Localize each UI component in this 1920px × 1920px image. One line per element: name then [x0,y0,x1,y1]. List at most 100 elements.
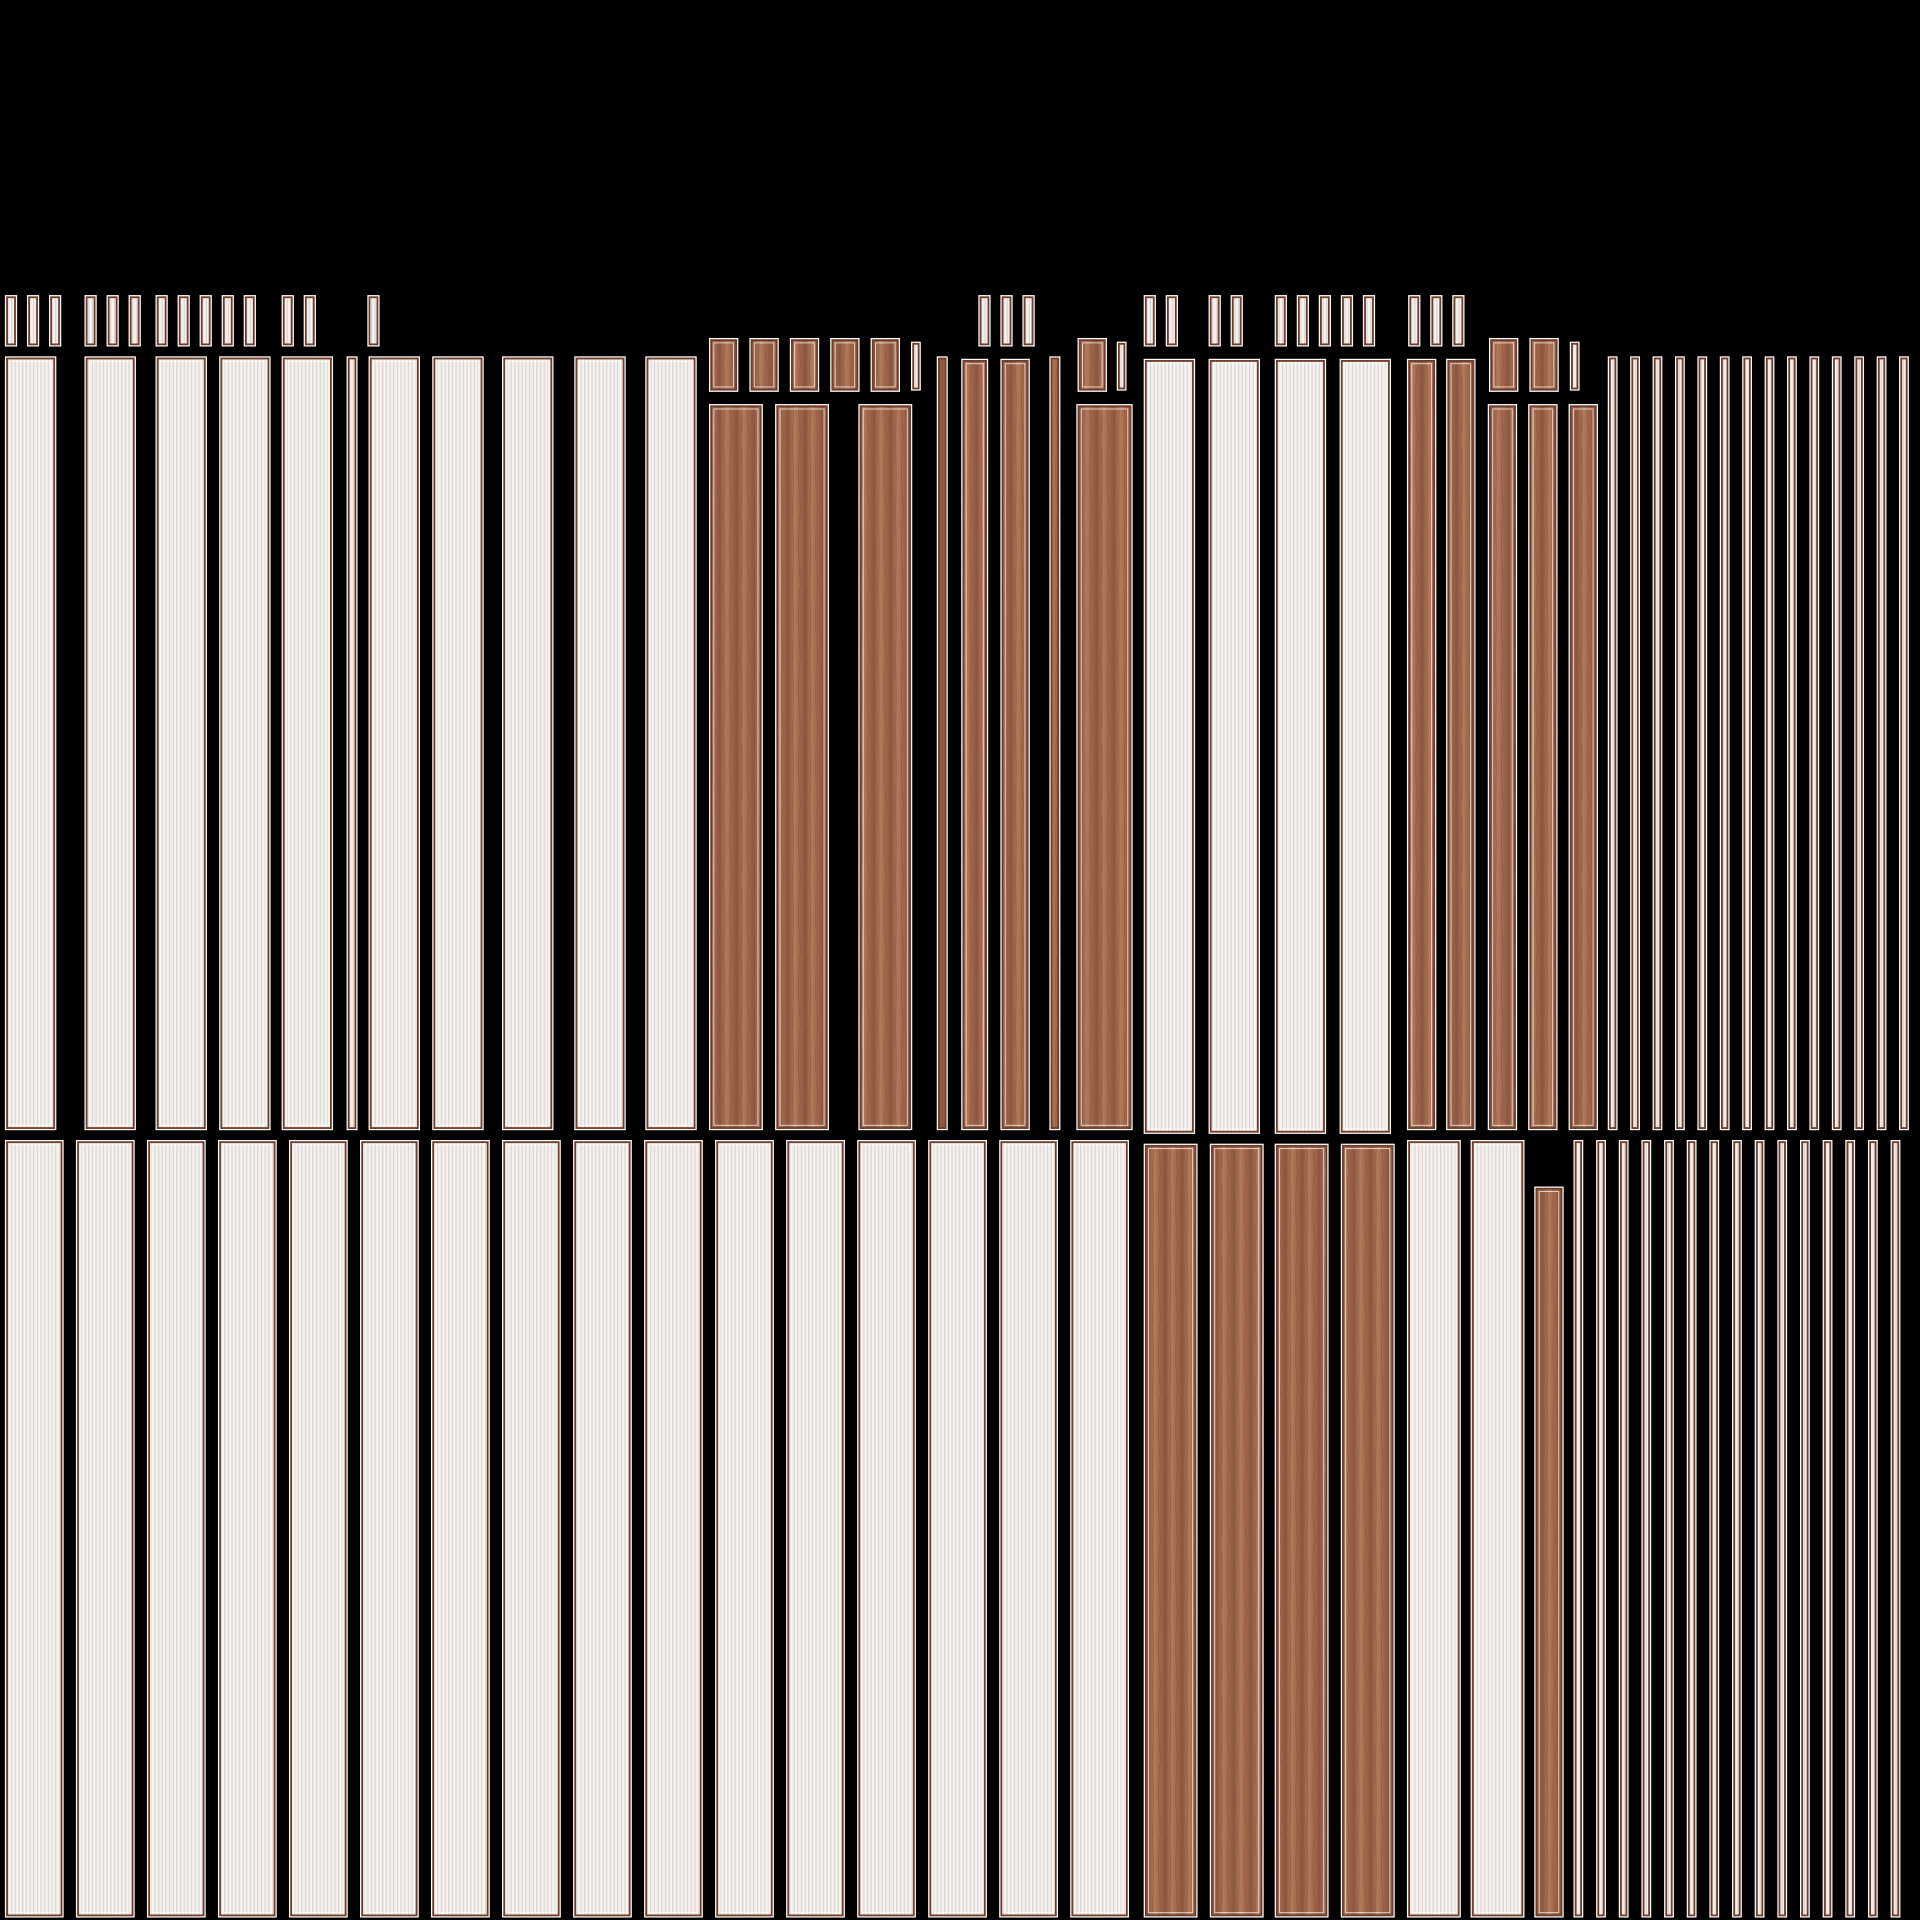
panel-inset [506,1144,557,1914]
white-panel [284,359,330,1128]
white-panel [576,1143,629,1915]
panel-inset [506,360,550,1126]
white-panel [1576,1143,1581,1915]
wood-panel [1492,341,1516,389]
white-panel [718,1143,771,1915]
white-panel [52,298,59,344]
white-panel [1812,359,1817,1128]
white-panel [1002,1143,1055,1915]
white-panel [1168,298,1175,344]
panel-inset [577,1144,628,1914]
panel-inset [293,1144,344,1914]
wood-panel [712,407,760,1128]
panel-inset [1279,1148,1325,1914]
wood-panel [1080,341,1104,389]
panel-inset [790,1144,841,1914]
white-panel [860,1143,913,1915]
wood-panel [1531,407,1555,1128]
white-panel [1146,298,1153,344]
white-panel [222,359,268,1128]
panel-inset [1450,363,1472,1126]
wood-panel [1343,1146,1392,1915]
white-panel [1610,359,1615,1128]
white-panel [1299,298,1306,344]
white-panel [1712,1143,1717,1915]
panel-inset [1492,408,1513,1126]
panel-inset [9,360,52,1126]
panel-inset [159,360,203,1126]
white-panel [221,1143,274,1915]
white-panel [202,298,209,344]
white-panel [1073,1143,1126,1915]
wood-panel [1146,1146,1195,1915]
panel-inset [753,342,775,388]
white-panel [789,1143,842,1915]
panel-inset [1003,1144,1054,1914]
wood-panel [833,341,857,389]
white-panel [435,359,481,1128]
panel-inset [1279,363,1322,1130]
white-panel [1655,359,1660,1128]
white-panel [1848,1143,1853,1915]
panel-inset [1344,363,1387,1130]
white-panel [87,298,94,344]
panel-inset [435,1144,486,1914]
panel-inset [1080,408,1129,1126]
panel-inset [861,1144,912,1914]
wood-panel [1003,361,1027,1128]
wood-panel [1449,361,1473,1128]
white-panel [370,298,377,344]
white-panel [306,298,313,344]
panel-inset [862,408,908,1126]
white-panel [505,359,551,1128]
white-panel [1003,298,1010,344]
white-panel [1211,361,1257,1131]
white-panel [371,359,417,1128]
white-panel [1871,1143,1875,1915]
white-panel [1277,298,1284,344]
white-panel [1277,361,1324,1131]
wood-panel [861,407,910,1128]
panel-inset [1411,1144,1457,1914]
white-panel [1689,1143,1694,1915]
panel-inset [648,1144,699,1914]
panel-inset [80,1144,131,1914]
white-panel [1790,359,1794,1128]
white-panel [1735,1143,1739,1915]
white-panel [1342,361,1388,1131]
white-panel [180,298,187,344]
white-panel [1893,1143,1898,1915]
panel-inset [372,360,416,1126]
white-panel [1767,359,1772,1128]
white-panel [1119,344,1124,388]
panel-inset [834,342,856,388]
panel-inset [649,360,693,1126]
panel-inset [222,1144,273,1914]
white-panel [647,1143,700,1915]
white-panel [87,359,133,1128]
white-panel [1633,359,1637,1128]
panel-inset [151,1144,202,1914]
wood-panel [1571,407,1595,1128]
panel-inset [578,360,622,1126]
panel-inset [1212,363,1256,1130]
panel-inset [1572,408,1594,1126]
panel-inset [88,360,132,1126]
white-panel [1572,344,1577,388]
panel-inset [1532,408,1554,1126]
wood-panel [1212,1146,1261,1915]
panel-inset [1475,1144,1521,1914]
white-panel [1700,359,1705,1128]
white-panel [648,359,694,1128]
white-panel [1233,298,1240,344]
panel-inset [1081,342,1103,388]
wood-panel [939,359,945,1128]
white-panel [1722,359,1727,1128]
white-panel [1365,298,1373,344]
white-panel [1857,359,1861,1128]
white-panel [158,359,204,1128]
panel-inset [713,408,759,1126]
panel-inset [713,342,734,388]
white-panel [349,359,355,1128]
white-panel [7,1143,61,1915]
